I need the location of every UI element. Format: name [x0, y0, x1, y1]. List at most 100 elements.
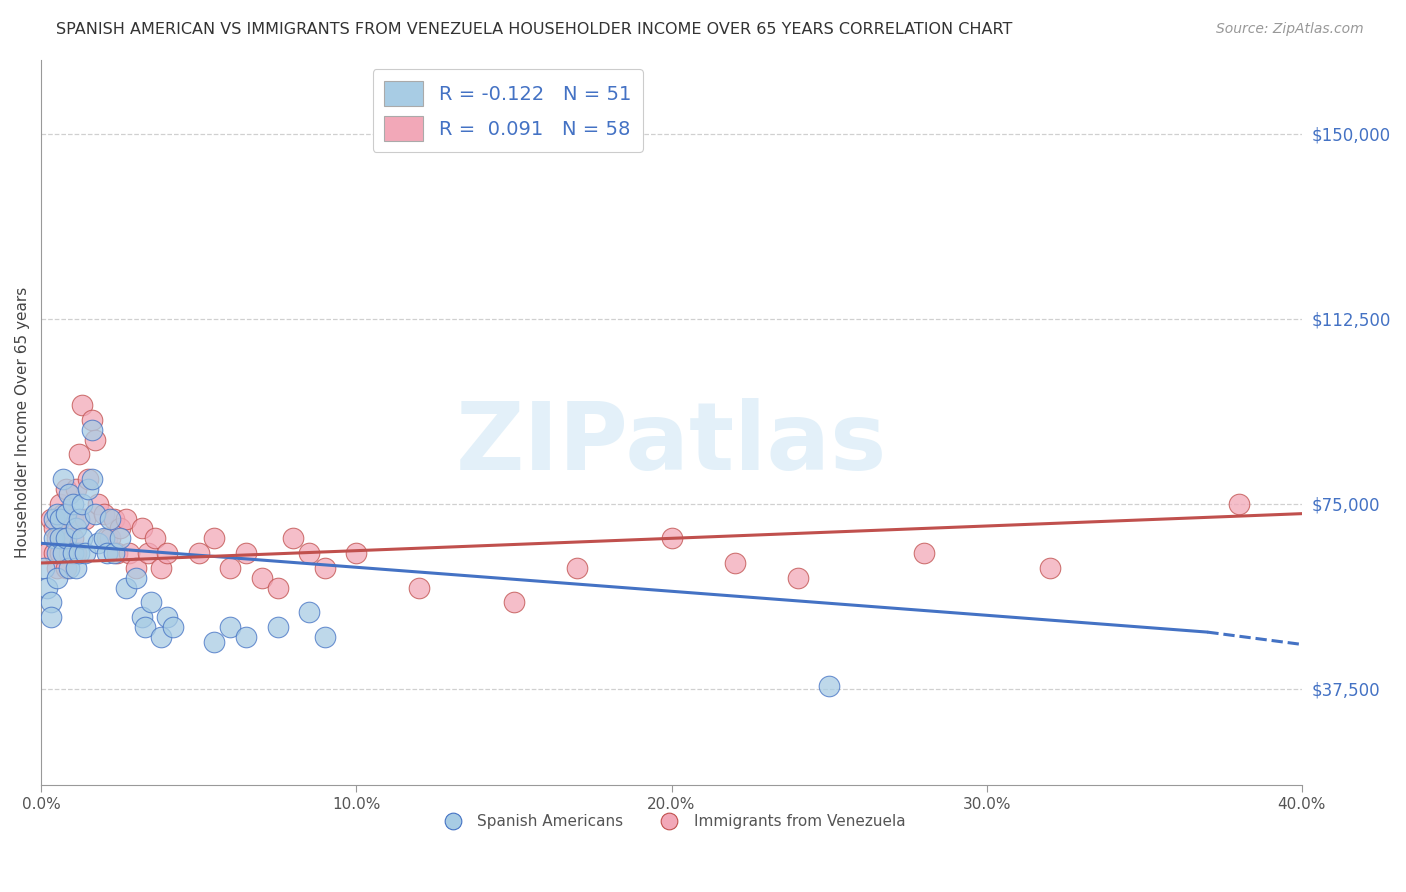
Point — [58, 561, 80, 575]
Point — [67, 546, 90, 560]
Point — [149, 630, 172, 644]
Point — [87, 536, 110, 550]
Point — [503, 595, 526, 609]
Point — [65, 521, 87, 535]
Point — [52, 507, 75, 521]
Point — [49, 546, 72, 560]
Point — [115, 511, 138, 525]
Point — [65, 546, 87, 560]
Point — [62, 497, 84, 511]
Point — [83, 433, 105, 447]
Point — [818, 679, 841, 693]
Point — [37, 581, 59, 595]
Point — [75, 511, 97, 525]
Point — [235, 630, 257, 644]
Point — [786, 571, 808, 585]
Point — [49, 497, 72, 511]
Y-axis label: Householder Income Over 65 years: Householder Income Over 65 years — [15, 286, 30, 558]
Point — [55, 482, 77, 496]
Point — [103, 546, 125, 560]
Point — [42, 521, 65, 535]
Point — [1227, 497, 1250, 511]
Point — [52, 532, 75, 546]
Point — [45, 532, 67, 546]
Point — [49, 532, 72, 546]
Point — [344, 546, 367, 560]
Point — [266, 581, 288, 595]
Point — [55, 532, 77, 546]
Point — [912, 546, 935, 560]
Point — [124, 561, 146, 575]
Point — [62, 546, 84, 560]
Point — [314, 561, 336, 575]
Point — [1039, 561, 1062, 575]
Point — [103, 511, 125, 525]
Point — [266, 620, 288, 634]
Point — [52, 546, 75, 560]
Point — [42, 546, 65, 560]
Point — [141, 595, 163, 609]
Point — [219, 620, 242, 634]
Point — [45, 507, 67, 521]
Point — [37, 546, 59, 560]
Point — [298, 546, 321, 560]
Text: Source: ZipAtlas.com: Source: ZipAtlas.com — [1216, 22, 1364, 37]
Point — [58, 487, 80, 501]
Point — [314, 630, 336, 644]
Point — [108, 532, 131, 546]
Point — [45, 546, 67, 560]
Point — [149, 561, 172, 575]
Point — [55, 507, 77, 521]
Point — [65, 482, 87, 496]
Point — [131, 610, 153, 624]
Point — [100, 511, 122, 525]
Text: SPANISH AMERICAN VS IMMIGRANTS FROM VENEZUELA HOUSEHOLDER INCOME OVER 65 YEARS C: SPANISH AMERICAN VS IMMIGRANTS FROM VENE… — [56, 22, 1012, 37]
Point — [105, 546, 128, 560]
Text: ZIPatlas: ZIPatlas — [456, 398, 887, 490]
Point — [49, 511, 72, 525]
Point — [108, 521, 131, 535]
Point — [408, 581, 430, 595]
Point — [115, 581, 138, 595]
Point — [70, 497, 93, 511]
Point — [65, 561, 87, 575]
Point — [45, 561, 67, 575]
Point — [58, 546, 80, 560]
Point — [136, 546, 159, 560]
Point — [45, 571, 67, 585]
Point — [204, 635, 226, 649]
Point — [39, 610, 62, 624]
Point — [42, 511, 65, 525]
Point — [58, 521, 80, 535]
Point — [118, 546, 141, 560]
Point — [565, 561, 588, 575]
Point — [39, 595, 62, 609]
Point — [162, 620, 184, 634]
Point — [70, 532, 93, 546]
Point — [32, 561, 55, 575]
Point — [100, 532, 122, 546]
Point — [131, 521, 153, 535]
Point — [298, 605, 321, 619]
Point — [80, 472, 103, 486]
Point — [80, 423, 103, 437]
Point — [283, 532, 305, 546]
Point — [93, 532, 115, 546]
Point — [67, 511, 90, 525]
Point — [96, 532, 118, 546]
Point — [80, 413, 103, 427]
Point — [67, 447, 90, 461]
Point — [42, 532, 65, 546]
Point — [187, 546, 209, 560]
Point — [143, 532, 166, 546]
Point — [134, 620, 156, 634]
Point — [70, 398, 93, 412]
Point — [219, 561, 242, 575]
Point — [204, 532, 226, 546]
Point — [250, 571, 273, 585]
Point — [723, 556, 745, 570]
Point — [75, 546, 97, 560]
Legend: Spanish Americans, Immigrants from Venezuela: Spanish Americans, Immigrants from Venez… — [432, 808, 911, 836]
Point — [156, 546, 179, 560]
Point — [55, 561, 77, 575]
